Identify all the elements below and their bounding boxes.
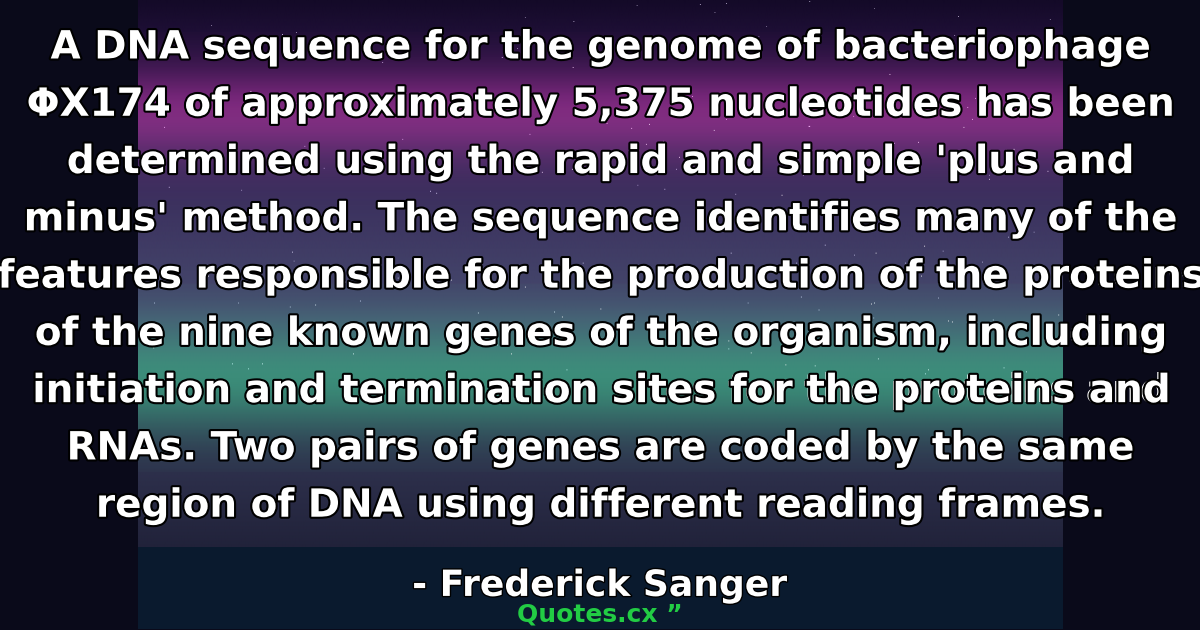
- Text: initiation and termination sites for the proteins and: initiation and termination sites for the…: [32, 372, 1168, 410]
- Text: minus' method. The sequence identifies many of the: minus' method. The sequence identifies m…: [24, 200, 1176, 238]
- Text: A DNA sequence for the genome of bacteriophage: A DNA sequence for the genome of bacteri…: [50, 28, 1150, 67]
- Text: RNAs. Two pairs of genes are coded by the same: RNAs. Two pairs of genes are coded by th…: [66, 430, 1134, 467]
- Text: region of DNA using different reading frames.: region of DNA using different reading fr…: [96, 487, 1104, 525]
- Text: minus' method. The sequence identifies many of the: minus' method. The sequence identifies m…: [24, 200, 1176, 238]
- Text: determined using the rapid and simple 'plus and: determined using the rapid and simple 'p…: [67, 143, 1133, 181]
- Text: of the nine known genes of the organism, including: of the nine known genes of the organism,…: [35, 315, 1165, 353]
- Text: Quotes.cx ”: Quotes.cx ”: [517, 603, 683, 627]
- Text: initiation and termination sites for the proteins and: initiation and termination sites for the…: [32, 372, 1168, 410]
- Text: RNAs. Two pairs of genes are coded by the same: RNAs. Two pairs of genes are coded by th…: [66, 430, 1134, 467]
- Text: ΦX174 of approximately 5,375 nucleotides has been: ΦX174 of approximately 5,375 nucleotides…: [26, 86, 1174, 123]
- Text: - Frederick Sanger: - Frederick Sanger: [412, 569, 788, 603]
- Text: determined using the rapid and simple 'plus and: determined using the rapid and simple 'p…: [67, 143, 1133, 181]
- Bar: [138, 547, 1062, 629]
- Text: A DNA sequence for the genome of bacteriophage: A DNA sequence for the genome of bacteri…: [50, 28, 1150, 67]
- Text: of the nine known genes of the organism, including: of the nine known genes of the organism,…: [35, 315, 1165, 353]
- Text: features responsible for the production of the proteins: features responsible for the production …: [0, 258, 1200, 295]
- Text: region of DNA using different reading frames.: region of DNA using different reading fr…: [96, 487, 1104, 525]
- Text: features responsible for the production of the proteins: features responsible for the production …: [0, 258, 1200, 295]
- Text: ΦX174 of approximately 5,375 nucleotides has been: ΦX174 of approximately 5,375 nucleotides…: [26, 86, 1174, 123]
